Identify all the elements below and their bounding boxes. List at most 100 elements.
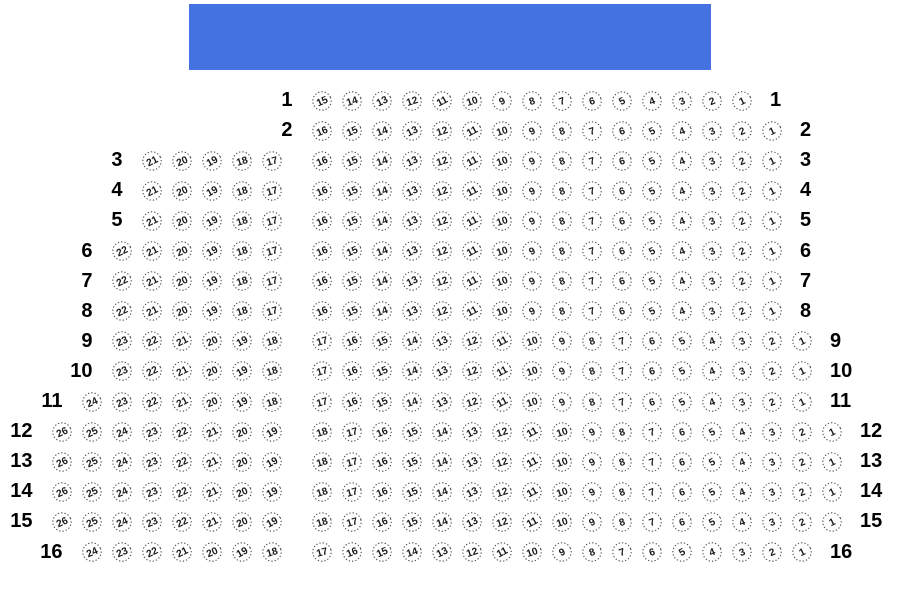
- svg-text:9: 9: [587, 456, 597, 469]
- svg-text:12: 12: [495, 456, 509, 470]
- svg-text:15: 15: [375, 365, 390, 380]
- svg-text:21: 21: [175, 395, 190, 410]
- svg-text:24: 24: [115, 425, 130, 440]
- svg-text:21: 21: [145, 214, 160, 229]
- svg-text:17: 17: [345, 516, 359, 530]
- svg-text:13: 13: [435, 545, 450, 560]
- svg-text:4: 4: [648, 95, 658, 107]
- svg-text:10: 10: [555, 425, 570, 439]
- svg-text:12: 12: [435, 245, 449, 259]
- svg-text:9: 9: [527, 215, 537, 228]
- svg-text:15: 15: [405, 455, 420, 470]
- svg-text:15: 15: [375, 335, 390, 350]
- svg-text:16: 16: [315, 214, 330, 229]
- svg-text:18: 18: [235, 275, 249, 289]
- svg-text:3: 3: [768, 456, 778, 468]
- svg-text:3: 3: [708, 185, 718, 197]
- svg-text:18: 18: [235, 185, 249, 199]
- svg-text:24: 24: [115, 485, 130, 500]
- svg-text:17: 17: [345, 486, 359, 500]
- svg-text:26: 26: [55, 455, 70, 470]
- svg-text:15: 15: [345, 184, 360, 199]
- svg-text:3: 3: [708, 246, 718, 258]
- svg-text:19: 19: [265, 485, 280, 500]
- svg-text:25: 25: [85, 485, 100, 500]
- svg-text:11: 11: [465, 214, 480, 229]
- svg-text:6: 6: [618, 276, 627, 288]
- svg-text:2: 2: [738, 276, 748, 288]
- svg-text:18: 18: [265, 365, 279, 379]
- svg-text:19: 19: [205, 244, 220, 259]
- svg-text:20: 20: [205, 365, 220, 380]
- svg-text:7: 7: [648, 486, 657, 498]
- svg-text:7: 7: [618, 547, 627, 559]
- svg-text:11: 11: [465, 154, 480, 169]
- svg-text:3: 3: [678, 95, 688, 107]
- svg-text:23: 23: [115, 545, 130, 560]
- svg-text:8: 8: [528, 95, 537, 107]
- svg-text:3: 3: [708, 306, 718, 318]
- svg-text:13: 13: [465, 485, 480, 500]
- svg-text:6: 6: [678, 517, 687, 529]
- svg-text:5: 5: [647, 125, 658, 138]
- svg-text:5: 5: [647, 246, 658, 259]
- svg-text:6: 6: [588, 95, 597, 107]
- svg-text:15: 15: [375, 545, 390, 560]
- svg-text:9: 9: [587, 516, 597, 529]
- svg-text:10: 10: [495, 215, 510, 229]
- svg-text:9: 9: [587, 426, 597, 439]
- svg-text:2: 2: [798, 426, 808, 438]
- svg-text:14: 14: [405, 335, 420, 349]
- svg-text:20: 20: [175, 244, 190, 259]
- svg-text:5: 5: [707, 456, 718, 469]
- svg-text:21: 21: [145, 274, 160, 289]
- svg-text:16: 16: [345, 365, 360, 380]
- svg-text:12: 12: [495, 425, 509, 439]
- svg-text:9: 9: [557, 547, 567, 560]
- svg-text:18: 18: [265, 395, 279, 409]
- svg-text:25: 25: [85, 515, 100, 530]
- svg-text:19: 19: [265, 515, 280, 530]
- svg-text:9: 9: [527, 276, 537, 289]
- svg-text:6: 6: [618, 155, 627, 167]
- svg-text:12: 12: [435, 305, 449, 319]
- svg-text:14: 14: [405, 365, 420, 379]
- svg-text:8: 8: [558, 186, 567, 198]
- svg-text:18: 18: [315, 426, 329, 440]
- svg-text:16: 16: [315, 184, 330, 199]
- svg-text:3: 3: [768, 517, 778, 529]
- svg-text:8: 8: [588, 366, 597, 378]
- svg-text:13: 13: [435, 335, 450, 350]
- svg-text:3: 3: [708, 125, 718, 137]
- svg-text:13: 13: [435, 395, 450, 410]
- svg-text:1: 1: [798, 366, 808, 379]
- svg-text:11: 11: [495, 335, 510, 350]
- svg-text:10: 10: [525, 395, 540, 409]
- svg-text:21: 21: [145, 244, 160, 259]
- svg-text:14: 14: [375, 124, 390, 138]
- svg-text:3: 3: [738, 366, 748, 378]
- svg-text:5: 5: [647, 276, 658, 289]
- svg-text:12: 12: [465, 395, 479, 409]
- svg-text:22: 22: [145, 545, 160, 560]
- svg-text:12: 12: [495, 516, 509, 530]
- svg-text:22: 22: [115, 274, 130, 289]
- svg-text:11: 11: [465, 124, 480, 139]
- svg-text:1: 1: [828, 456, 838, 469]
- svg-text:17: 17: [315, 396, 329, 410]
- svg-text:15: 15: [405, 425, 420, 440]
- svg-text:16: 16: [345, 546, 360, 561]
- svg-text:6: 6: [618, 306, 627, 318]
- svg-text:6: 6: [618, 246, 627, 258]
- svg-text:8: 8: [558, 125, 567, 137]
- svg-text:3: 3: [738, 336, 748, 348]
- svg-text:26: 26: [55, 485, 70, 500]
- svg-text:12: 12: [435, 215, 449, 229]
- svg-text:1: 1: [798, 336, 808, 349]
- svg-text:8: 8: [618, 456, 627, 468]
- svg-text:14: 14: [375, 305, 390, 319]
- svg-text:16: 16: [315, 245, 330, 260]
- svg-text:19: 19: [205, 184, 220, 199]
- svg-text:22: 22: [175, 515, 190, 530]
- svg-text:19: 19: [235, 395, 250, 410]
